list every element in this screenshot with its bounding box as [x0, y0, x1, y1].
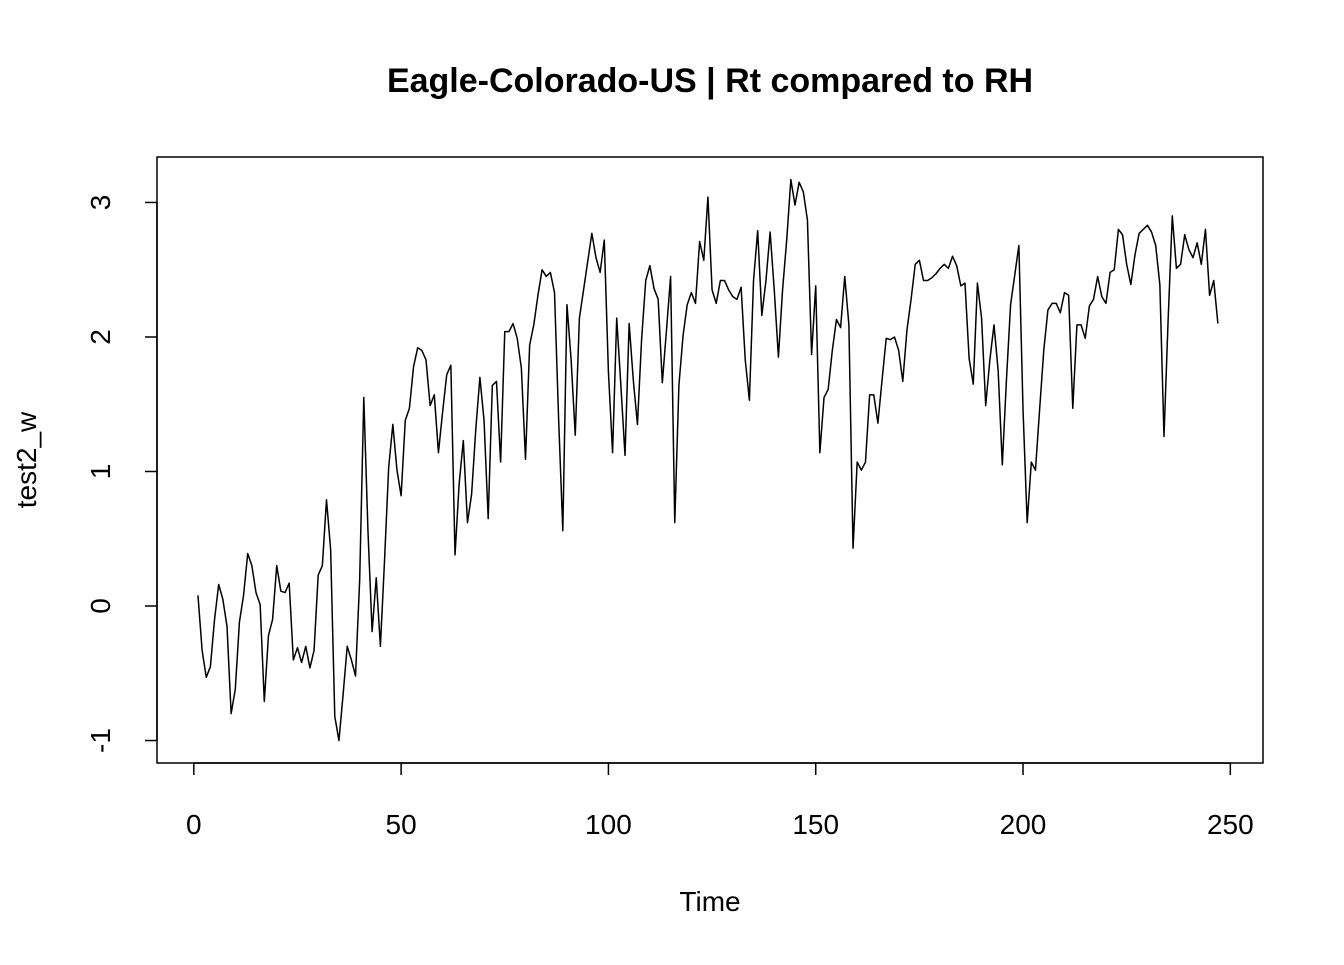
y-tick-label: -1	[85, 728, 116, 753]
x-tick-label: 0	[186, 809, 202, 840]
x-tick-label: 250	[1207, 809, 1254, 840]
series-line	[197, 178, 1219, 742]
x-tick-label: 100	[585, 809, 632, 840]
x-tick-label: 150	[792, 809, 839, 840]
x-tick-label: 200	[1000, 809, 1047, 840]
y-tick-label: 3	[85, 195, 116, 211]
y-tick-label: 2	[85, 329, 116, 345]
chart-title: Eagle-Colorado-US | Rt compared to RH	[387, 62, 1033, 100]
x-tick-label: 50	[386, 809, 417, 840]
y-axis-label: test2_w	[11, 411, 42, 508]
x-axis-label: Time	[679, 886, 740, 917]
y-tick-label: 0	[85, 598, 116, 614]
y-tick-label: 1	[85, 464, 116, 480]
